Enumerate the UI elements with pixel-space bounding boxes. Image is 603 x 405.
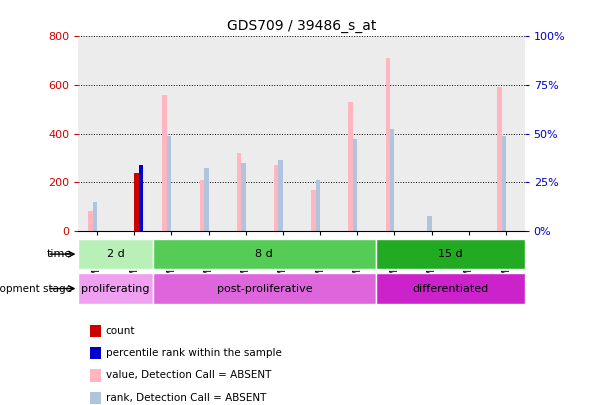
Bar [427,216,432,231]
Bar [88,211,92,231]
Text: differentiated: differentiated [412,284,488,294]
Bar [153,36,190,231]
Bar [134,173,139,231]
Title: GDS709 / 39486_s_at: GDS709 / 39486_s_at [227,19,376,33]
Bar [315,180,320,231]
Text: proliferating: proliferating [81,284,150,294]
Bar [78,36,116,231]
Bar [497,87,502,231]
Text: time: time [47,249,72,259]
Bar [264,36,302,231]
Text: 8 d: 8 d [256,249,273,259]
Text: rank, Detection Call = ABSENT: rank, Detection Call = ABSENT [106,393,266,403]
Bar [385,58,390,231]
Bar [200,180,204,231]
Bar [413,36,450,231]
Bar [116,36,153,231]
Bar [390,129,394,231]
Bar [450,36,487,231]
Bar [227,36,264,231]
Text: count: count [106,326,135,336]
Bar [502,136,506,231]
Bar [274,165,279,231]
Bar [349,102,353,231]
FancyBboxPatch shape [78,239,153,269]
Text: percentile rank within the sample: percentile rank within the sample [106,348,282,358]
Bar [204,168,209,231]
Bar [139,165,143,231]
Bar [162,95,167,231]
Bar [311,190,315,231]
FancyBboxPatch shape [376,273,525,304]
Text: 15 d: 15 d [438,249,463,259]
Bar [376,36,413,231]
Bar [92,202,97,231]
Bar [190,36,227,231]
Bar [241,163,246,231]
Bar [167,136,171,231]
Bar [237,153,241,231]
FancyBboxPatch shape [153,273,376,304]
Bar [279,160,283,231]
Bar [339,36,376,231]
Text: development stage: development stage [0,284,72,294]
Bar [353,139,357,231]
Bar [487,36,525,231]
FancyBboxPatch shape [153,239,376,269]
Text: 2 d: 2 d [107,249,124,259]
FancyBboxPatch shape [78,273,153,304]
Bar [302,36,339,231]
Text: value, Detection Call = ABSENT: value, Detection Call = ABSENT [106,371,271,380]
Text: post-proliferative: post-proliferative [216,284,312,294]
FancyBboxPatch shape [376,239,525,269]
